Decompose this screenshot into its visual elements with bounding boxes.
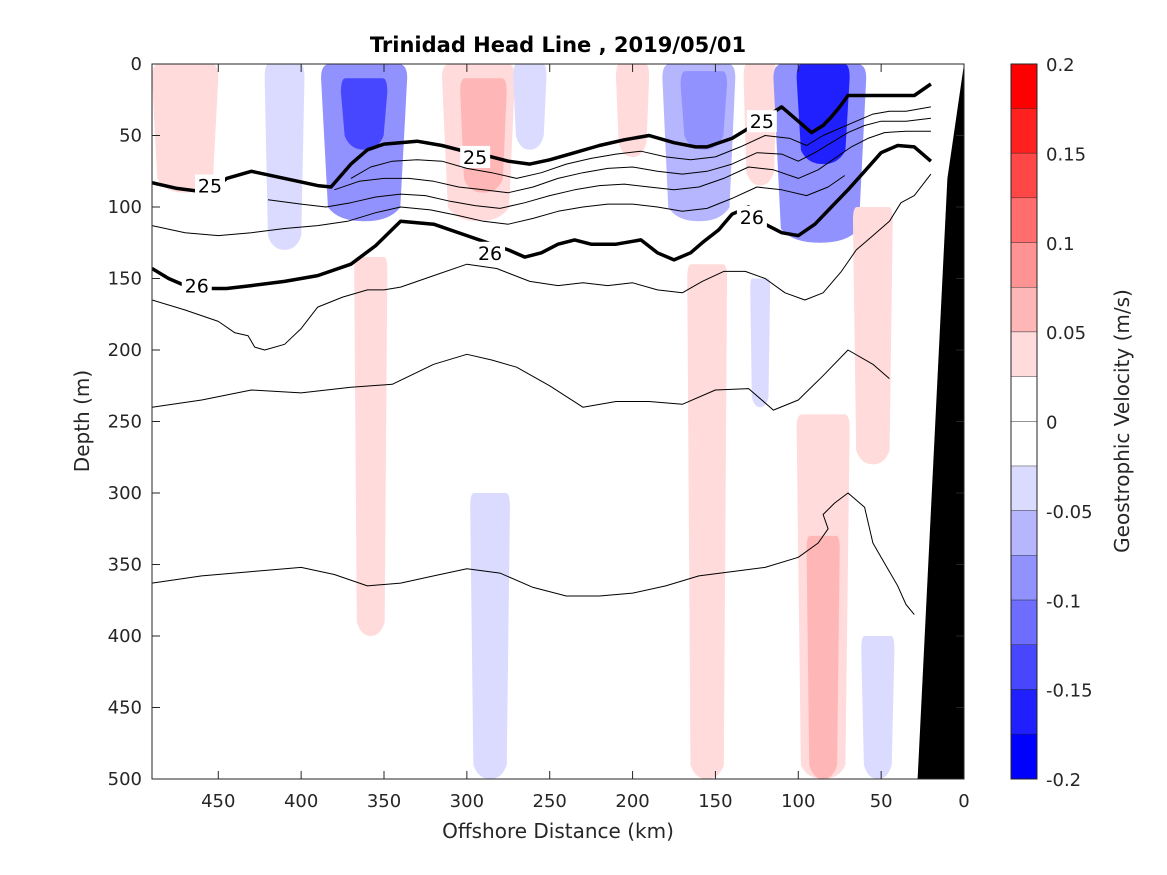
- isopycnal-line-bold: [152, 143, 933, 291]
- y-tick-label: 300: [108, 483, 142, 504]
- colorbar-level: [1011, 689, 1037, 735]
- y-tick-label: 350: [108, 555, 142, 576]
- colorbar-tick-label: -0.15: [1046, 681, 1093, 702]
- contour-label: 26: [740, 207, 764, 229]
- velocity-patch: [152, 64, 219, 193]
- x-axis-label: Offshore Distance (km): [442, 819, 674, 843]
- x-axis: 450 400 350 300 250 200 150 100 50 0: [201, 64, 970, 812]
- contour-label-background: [475, 241, 506, 264]
- y-tick-label: 200: [108, 340, 142, 361]
- colorbar-tick-label: -0.05: [1046, 502, 1093, 523]
- contour-label: 25: [198, 176, 222, 198]
- velocity-patch: [513, 64, 547, 150]
- colorbar-level: [1011, 287, 1037, 333]
- y-tick-label: 250: [108, 412, 142, 433]
- isopycnal-line: [350, 106, 931, 179]
- contour-label: 25: [750, 111, 774, 133]
- colorbar-tick-label: 0.1: [1046, 234, 1075, 255]
- colorbar-level: [1011, 376, 1037, 422]
- velocity-patch: [687, 264, 728, 779]
- velocity-field: [152, 64, 895, 779]
- contour-label: 25: [463, 147, 487, 169]
- plot-area: 25 25 25 26 26 26: [151, 63, 965, 780]
- colorbar-level: [1011, 332, 1037, 377]
- bottom-topography: [917, 64, 964, 779]
- x-tick-label: 300: [450, 791, 484, 812]
- y-axis-label: Depth (m): [70, 370, 94, 472]
- contour-label: 26: [185, 276, 209, 298]
- colorbar-level: [1011, 600, 1037, 645]
- colorbar-tick-label: 0: [1046, 413, 1057, 434]
- chart-title: Trinidad Head Line , 2019/05/01: [370, 33, 746, 57]
- x-tick-label: 50: [870, 791, 893, 812]
- colorbar-level: [1011, 421, 1037, 467]
- colorbar-level: [1011, 64, 1037, 109]
- colorbar-level: [1011, 644, 1037, 690]
- velocity-patch: [806, 535, 840, 779]
- y-tick-label: 0: [131, 54, 142, 75]
- colorbar-tick-label: -0.1: [1046, 591, 1081, 612]
- seafloor-shape: [917, 64, 964, 779]
- colorbar-tick-label: 0.15: [1046, 144, 1086, 165]
- contour-label: 26: [478, 243, 502, 265]
- y-tick-label: 100: [108, 197, 142, 218]
- velocity-patch: [680, 71, 728, 150]
- x-tick-label: 200: [615, 791, 649, 812]
- velocity-patch: [340, 78, 388, 150]
- y-tick-label: 50: [119, 126, 142, 147]
- velocity-patch: [852, 207, 893, 465]
- velocity-patch: [460, 78, 507, 193]
- contour-label-background: [195, 174, 225, 197]
- isopycnal-line: [152, 175, 845, 237]
- colorbar-tick-label: 0.2: [1046, 55, 1075, 76]
- x-tick-label: 250: [533, 791, 567, 812]
- isopycnal-line: [152, 349, 890, 411]
- colorbar-level: [1011, 198, 1037, 243]
- velocity-patch: [616, 64, 650, 157]
- isopycnal-line: [267, 130, 931, 209]
- x-tick-label: 400: [284, 791, 318, 812]
- y-tick-label: 150: [108, 269, 142, 290]
- velocity-patch: [796, 64, 850, 165]
- velocity-patch: [861, 636, 895, 779]
- x-tick-label: 100: [781, 791, 815, 812]
- colorbar-tick-label: -0.2: [1046, 770, 1081, 791]
- colorbar-level: [1011, 242, 1037, 288]
- isopycnal-contours: 25 25 25 26 26 26: [152, 82, 933, 615]
- contour-label-background: [460, 145, 491, 168]
- colorbar-label: Geostrophic Velocity (m/s): [1110, 289, 1134, 553]
- colorbar-level: [1011, 153, 1037, 199]
- contour-label-background: [746, 110, 777, 133]
- y-tick-label: 450: [108, 698, 142, 719]
- isopycnal-line: [152, 173, 932, 351]
- y-tick-label: 500: [108, 769, 142, 790]
- colorbar-level: [1011, 108, 1037, 154]
- x-tick-label: 150: [698, 791, 732, 812]
- colorbar: 0.2 0.15 0.1 0.05 0 -0.05 -0.1 -0.15 -0.2: [1010, 55, 1093, 791]
- colorbar-level: [1011, 734, 1037, 779]
- x-tick-label: 350: [367, 791, 401, 812]
- velocity-patch: [264, 64, 305, 250]
- colorbar-level: [1011, 510, 1037, 556]
- y-axis: 0 50 100 150 200 250 300 350 400 450 500: [108, 54, 964, 790]
- velocity-patch: [354, 257, 388, 636]
- colorbar-frame: [1010, 63, 1038, 780]
- isopycnal-line: [334, 117, 931, 194]
- contour-label-background: [181, 274, 212, 297]
- velocity-patch: [750, 278, 771, 408]
- isopycnal-line: [152, 492, 915, 615]
- colorbar-level: [1011, 466, 1037, 511]
- x-tick-label: 0: [958, 791, 969, 812]
- colorbar-level: [1011, 555, 1037, 601]
- x-tick-label: 450: [201, 791, 235, 812]
- y-tick-label: 400: [108, 626, 142, 647]
- colorbar-tick-label: 0.05: [1046, 323, 1086, 344]
- velocity-patch: [470, 493, 510, 779]
- contour-label-background: [736, 206, 767, 229]
- isopycnal-line-bold: [152, 82, 932, 195]
